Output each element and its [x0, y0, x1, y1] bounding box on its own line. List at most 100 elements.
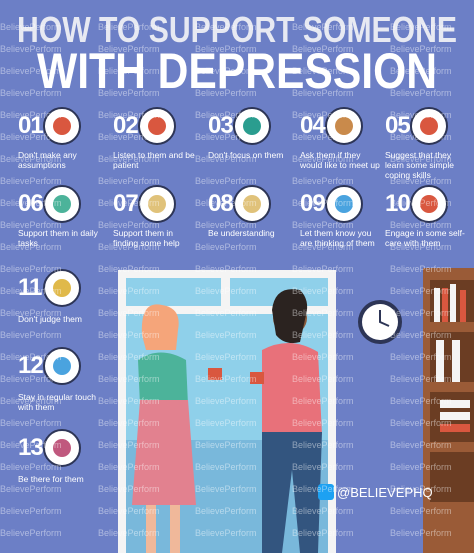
books: [434, 284, 470, 420]
watermark: BelievePerform: [292, 176, 354, 186]
watermark: BelievePerform: [195, 418, 257, 428]
watermark: BelievePerform: [0, 176, 62, 186]
watermark: BelievePerform: [98, 396, 160, 406]
watermark: BelievePerform: [292, 462, 354, 472]
watermark: BelievePerform: [98, 374, 160, 384]
watermark: BelievePerform: [98, 176, 160, 186]
title-line2: WITH DEPRESSION: [37, 43, 437, 99]
watermark: BelievePerform: [292, 374, 354, 384]
watermark: BelievePerform: [292, 440, 354, 450]
tip-number: 06: [18, 190, 44, 217]
watermark: BelievePerform: [195, 110, 257, 120]
tip-text: Support them in daily tasks: [18, 228, 98, 248]
watermark: BelievePerform: [98, 220, 160, 230]
watermark: BelievePerform: [292, 154, 354, 164]
watermark: BelievePerform: [292, 242, 354, 252]
watermark: BelievePerform: [98, 88, 160, 98]
shelf: [430, 452, 474, 502]
watermark: BelievePerform: [195, 66, 257, 76]
watermark: BelievePerform: [390, 198, 452, 208]
watermark: BelievePerform: [292, 286, 354, 296]
watermark: BelievePerform: [98, 506, 160, 516]
watermark: BelievePerform: [98, 198, 160, 208]
watermark: BelievePerform: [0, 44, 62, 54]
watermark: BelievePerform: [0, 440, 62, 450]
tip-number: 08: [208, 190, 234, 217]
woman-leg: [170, 505, 180, 553]
watermark: BelievePerform: [98, 462, 160, 472]
watermark: BelievePerform: [292, 330, 354, 340]
tip-icon-symbol: [53, 117, 71, 135]
watermark: BelievePerform: [195, 176, 257, 186]
watermark: BelievePerform: [0, 66, 62, 76]
watermark: BelievePerform: [390, 88, 452, 98]
man-jeans: [262, 432, 322, 553]
watermark: BelievePerform: [0, 418, 62, 428]
watermark: BelievePerform: [0, 462, 62, 472]
tip-text: Listen to them and be patient: [113, 150, 195, 170]
watermark: BelievePerform: [292, 44, 354, 54]
tip-text: Suggest that they learn some simple copi…: [385, 150, 454, 180]
watermark: BelievePerform: [292, 308, 354, 318]
watermark: BelievePerform: [195, 44, 257, 54]
tip-number: 09: [300, 190, 326, 217]
watermark: BelievePerform: [0, 110, 62, 120]
tip-text: Ask them if they would like to meet up: [300, 150, 380, 170]
watermark: BelievePerform: [390, 528, 452, 538]
watermark: BelievePerform: [390, 242, 452, 252]
watermark: BelievePerform: [98, 44, 160, 54]
watermark: BelievePerform: [292, 22, 354, 32]
tip-text: Don't make any assumptions: [18, 150, 77, 170]
watermark: BelievePerform: [195, 154, 257, 164]
watermark: BelievePerform: [292, 506, 354, 516]
tip-text: Don't judge them: [18, 314, 82, 324]
twitter-icon: [318, 484, 334, 500]
books: [440, 288, 470, 432]
tip-icon-symbol: [420, 117, 438, 135]
watermark: BelievePerform: [0, 154, 62, 164]
watermark: BelievePerform: [195, 528, 257, 538]
watermark: BelievePerform: [0, 506, 62, 516]
watermark: BelievePerform: [195, 308, 257, 318]
watermark: BelievePerform: [390, 220, 452, 230]
watermark: BelievePerform: [0, 132, 62, 142]
tip-icon-symbol: [53, 195, 71, 213]
tip-text: Stay in regular touch with them: [18, 392, 96, 412]
watermark: BelievePerform: [195, 440, 257, 450]
watermark: BelievePerform: [0, 396, 62, 406]
watermark: BelievePerform: [195, 506, 257, 516]
tip-number: 10: [385, 190, 411, 217]
watermark: BelievePerform: [390, 264, 452, 274]
watermark: BelievePerform: [98, 132, 160, 142]
tip-number: 01: [18, 112, 44, 139]
tip-number: 07: [113, 190, 139, 217]
watermark: BelievePerform: [98, 286, 160, 296]
watermark: BelievePerform: [195, 220, 257, 230]
watermark: BelievePerform: [98, 484, 160, 494]
watermark: BelievePerform: [195, 352, 257, 362]
watermark: BelievePerform: [390, 396, 452, 406]
woman-leg: [146, 505, 156, 553]
watermark: BelievePerform: [98, 154, 160, 164]
watermark: BelievePerform: [390, 418, 452, 428]
watermark: BelievePerform: [0, 528, 62, 538]
watermark: BelievePerform: [195, 330, 257, 340]
tip-number: 13: [18, 434, 44, 461]
watermark: BelievePerform: [195, 462, 257, 472]
watermark: BelievePerform: [195, 132, 257, 142]
watermark: BelievePerform: [195, 396, 257, 406]
watermark: BelievePerform: [390, 462, 452, 472]
watermark: BelievePerform: [292, 484, 354, 494]
watermark: BelievePerform: [0, 352, 62, 362]
tip-number: 11: [18, 274, 42, 301]
tip-icon-symbol: [243, 195, 261, 213]
watermark: BelievePerform: [98, 330, 160, 340]
watermark: BelievePerform: [98, 242, 160, 252]
watermark: BelievePerform: [390, 440, 452, 450]
watermark: BelievePerform: [292, 88, 354, 98]
watermark: BelievePerform: [0, 198, 62, 208]
watermark: BelievePerform: [195, 22, 257, 32]
watermark: BelievePerform: [0, 242, 62, 252]
watermark: BelievePerform: [98, 110, 160, 120]
